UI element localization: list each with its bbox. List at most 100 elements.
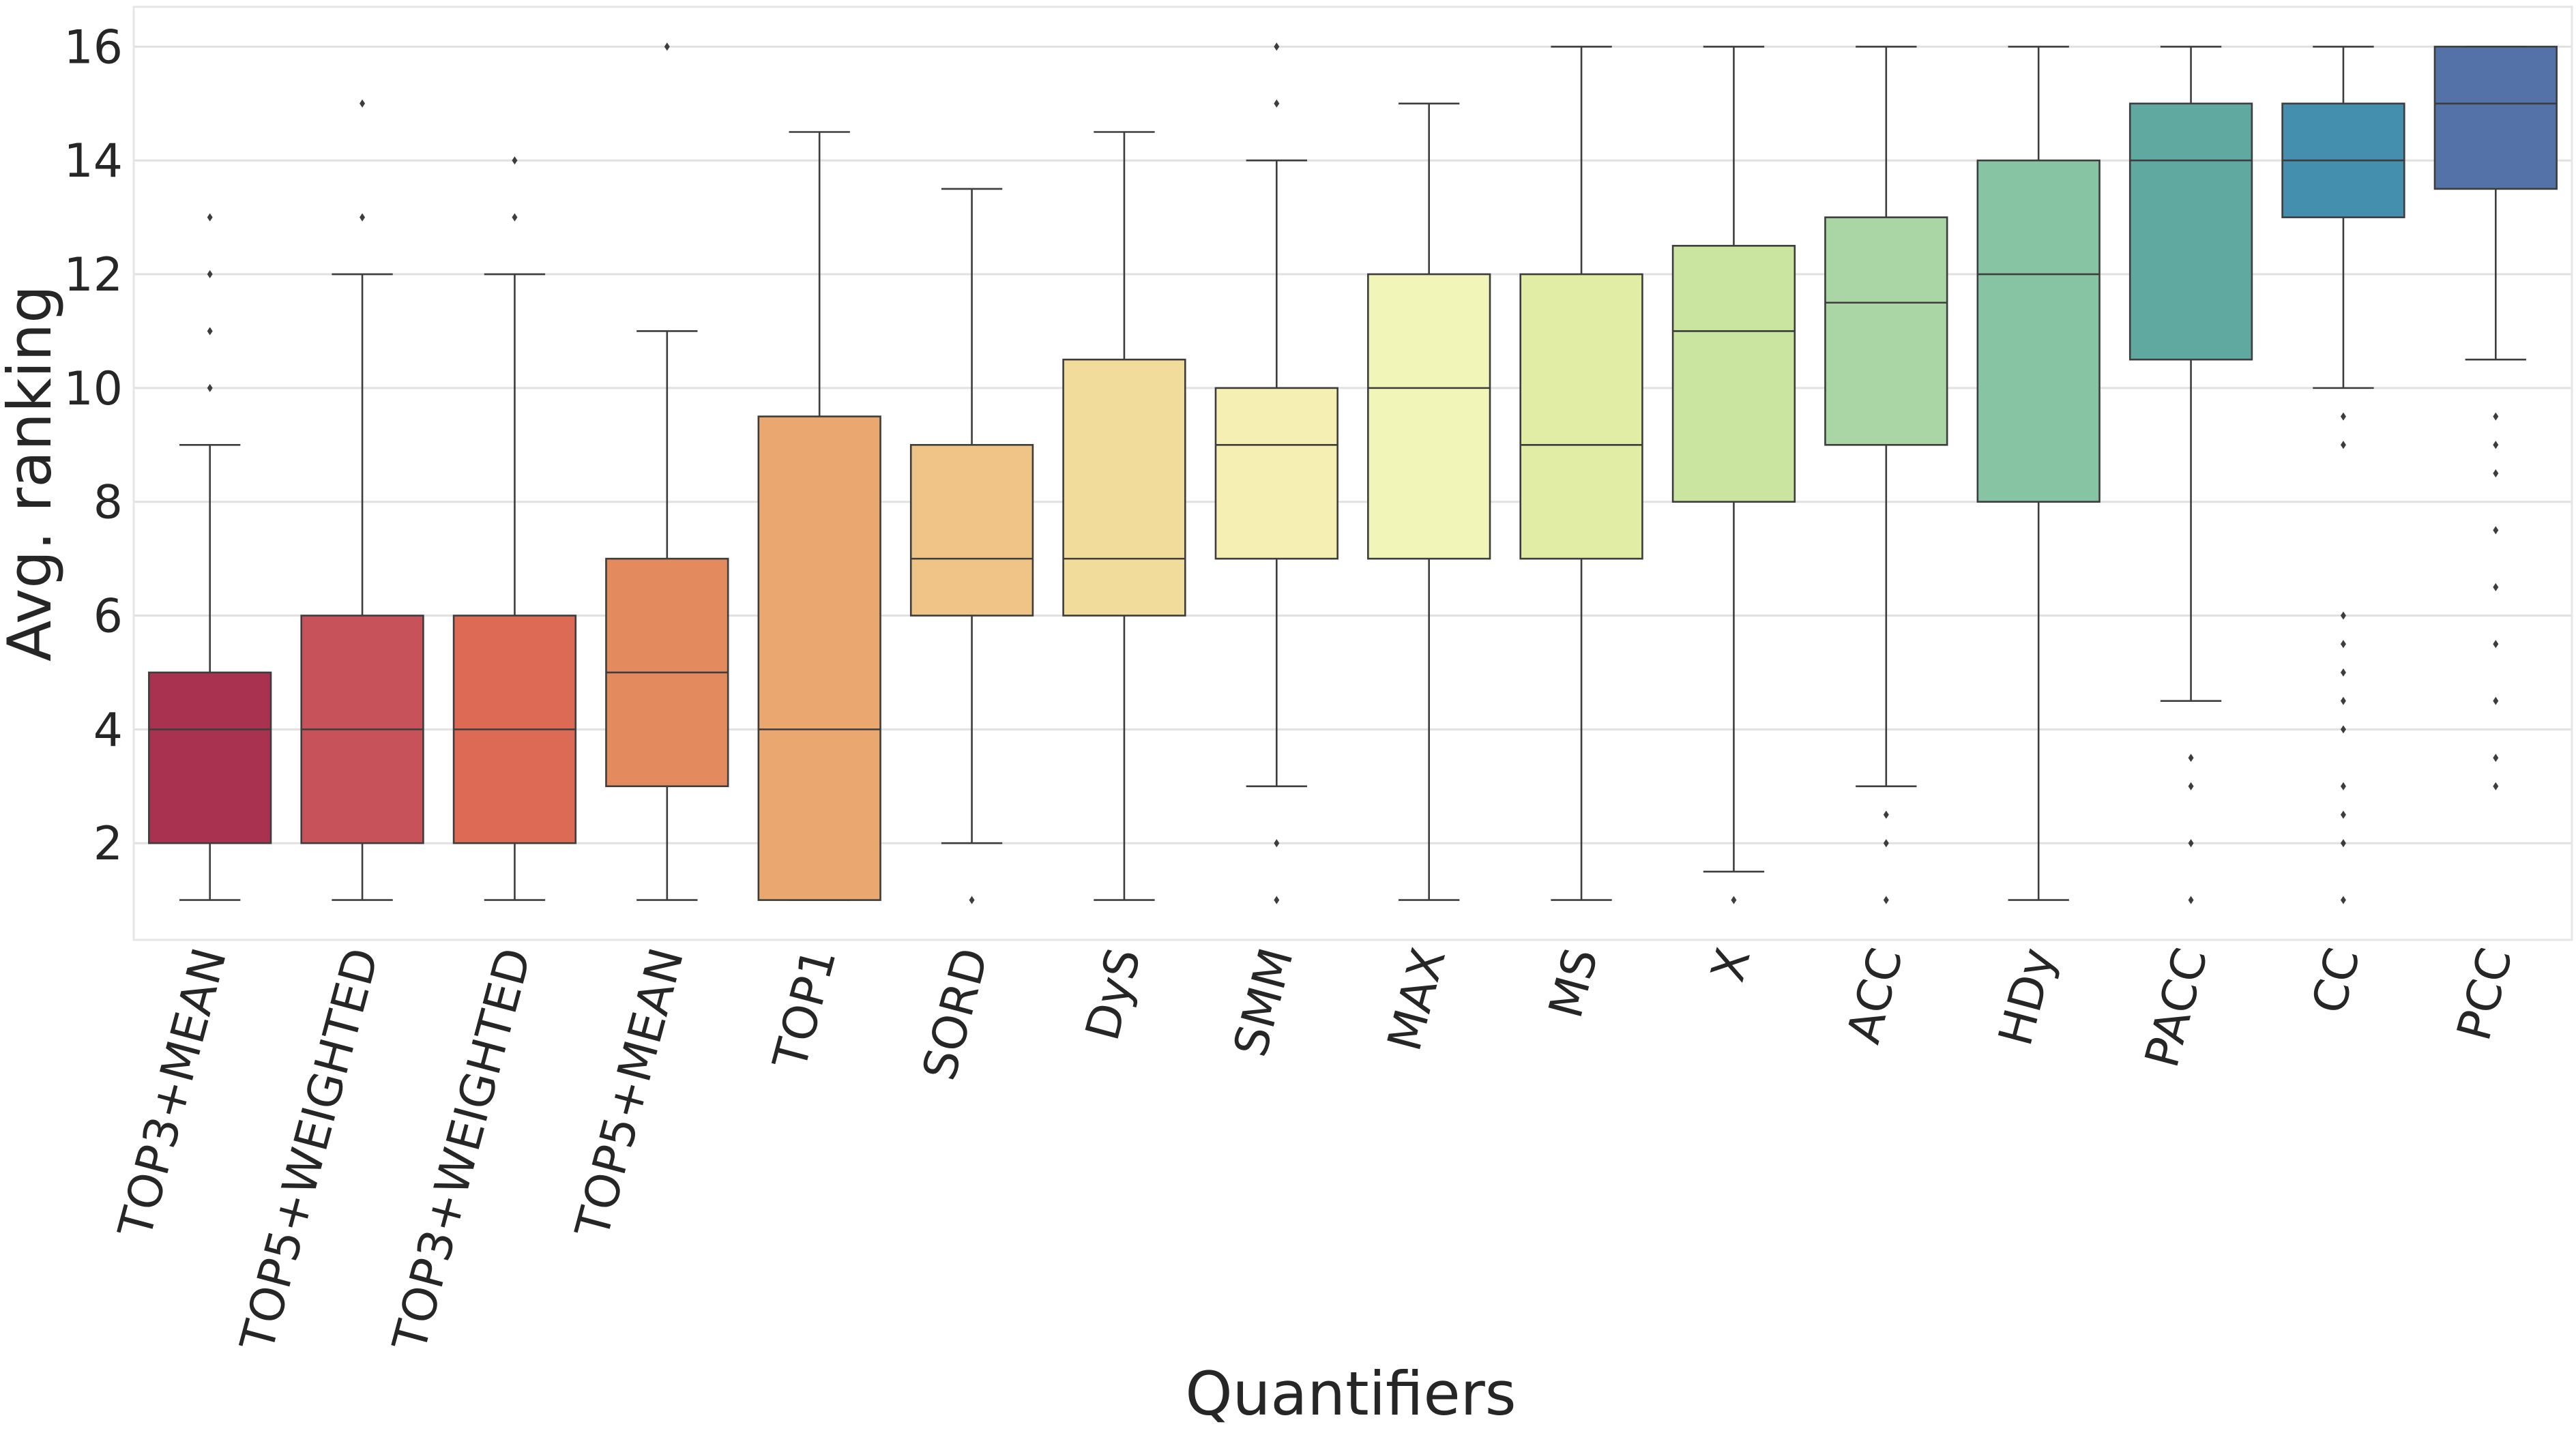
x-tick-label: MS (1539, 943, 1609, 1024)
outlier-point (207, 213, 213, 222)
y-tick-label: 16 (63, 20, 123, 74)
outlier-point (360, 99, 366, 108)
outlier-point (1274, 42, 1280, 51)
x-tick-label: TOP5+MEAN (566, 943, 694, 1244)
box-body (1671, 245, 1796, 503)
plot-frame (132, 5, 2573, 941)
x-tick-label: X (1701, 943, 1761, 987)
box-max (1367, 102, 1491, 901)
box-body (1976, 159, 2101, 503)
outlier-point (2493, 469, 2499, 477)
x-tick-label: TOP3+WEIGHTED (383, 943, 542, 1357)
outlier-point (2340, 441, 2346, 449)
box-top3-mean (148, 213, 272, 901)
box-pcc (2433, 46, 2558, 791)
x-tick-label: PCC (2447, 943, 2523, 1046)
box-body (2128, 102, 2253, 361)
y-tick-label: 10 (63, 362, 123, 416)
y-tick-label: 14 (63, 134, 123, 188)
outlier-point (2340, 696, 2346, 705)
outlier-point (2493, 754, 2499, 763)
outlier-point (207, 270, 213, 279)
box-body (757, 415, 881, 901)
outlier-point (1883, 839, 1889, 848)
outlier-point (2340, 668, 2346, 677)
outlier-point (2493, 640, 2499, 649)
outlier-point (2340, 640, 2346, 649)
outlier-point (2493, 441, 2499, 449)
box-top5-mean (605, 42, 729, 901)
outlier-point (512, 213, 518, 222)
outlier-point (2340, 725, 2346, 734)
box-body (148, 671, 272, 844)
outlier-point (2493, 526, 2499, 535)
y-tick-label: 12 (63, 248, 123, 302)
box-body (2433, 46, 2558, 190)
x-tick-label: HDy (1989, 943, 2066, 1051)
outlier-point (1274, 896, 1280, 904)
outlier-point (969, 896, 975, 904)
outlier-point (2493, 696, 2499, 705)
outlier-point (512, 156, 518, 165)
outlier-point (2340, 412, 2346, 421)
outlier-point (207, 327, 213, 336)
outlier-point (2340, 611, 2346, 620)
box-body (1519, 273, 1643, 560)
x-tick-label: PACC (2135, 943, 2219, 1073)
box-body (1062, 358, 1186, 617)
outlier-point (1883, 896, 1889, 904)
box-top1 (757, 131, 881, 901)
x-tick-label: MAX (1378, 943, 1457, 1057)
box-body (1824, 216, 1948, 446)
x-tick-label: ACC (1837, 943, 1914, 1049)
box-acc (1824, 46, 1948, 904)
box-series (148, 42, 2558, 904)
outlier-point (1274, 99, 1280, 108)
y-tick-label: 4 (93, 703, 123, 757)
outlier-point (2188, 754, 2194, 763)
outlier-point (2340, 839, 2346, 848)
box-top3-weighted (452, 156, 577, 901)
box-x (1671, 46, 1796, 904)
x-tick-label: TOP5+WEIGHTED (231, 943, 390, 1357)
outlier-point (2340, 782, 2346, 791)
box-body (1367, 273, 1491, 560)
x-tick-label: SMM (1224, 943, 1304, 1062)
x-tick-label: DyS (1076, 943, 1152, 1046)
outlier-point (1883, 810, 1889, 819)
outlier-point (2340, 810, 2346, 819)
outlier-point (664, 42, 670, 51)
outlier-point (2188, 896, 2194, 904)
x-tick-label: TOP1 (763, 943, 847, 1076)
x-tick-label: SORD (913, 943, 999, 1086)
box-dys (1062, 131, 1186, 901)
box-smm (1214, 42, 1338, 904)
outlier-point (2188, 782, 2194, 791)
box-hdy (1976, 46, 2101, 901)
outlier-point (2493, 582, 2499, 591)
outlier-point (207, 383, 213, 392)
box-body (909, 443, 1034, 617)
x-tick-label: TOP3+MEAN (108, 943, 237, 1244)
outlier-point (2188, 839, 2194, 848)
y-tick-label: 8 (93, 476, 123, 530)
box-top5-weighted (300, 99, 424, 901)
outlier-point (2493, 412, 2499, 421)
y-tick-label: 6 (93, 590, 123, 644)
box-cc (2281, 46, 2405, 904)
x-axis-title: Quantifiers (1185, 1359, 1516, 1429)
outlier-point (1731, 896, 1737, 904)
outlier-point (2493, 782, 2499, 791)
outlier-point (1274, 839, 1280, 848)
box-body (1214, 387, 1338, 560)
box-ms (1519, 46, 1643, 901)
y-axis-title: Avg. ranking (0, 285, 65, 662)
y-tick-labels: 2 4 6 8 10 12 14 16 (63, 20, 123, 871)
y-tick-label: 2 (93, 817, 123, 871)
x-tick-label: CC (2302, 943, 2371, 1019)
outlier-point (360, 213, 366, 222)
outlier-point (2340, 896, 2346, 904)
box-sord (909, 188, 1034, 904)
